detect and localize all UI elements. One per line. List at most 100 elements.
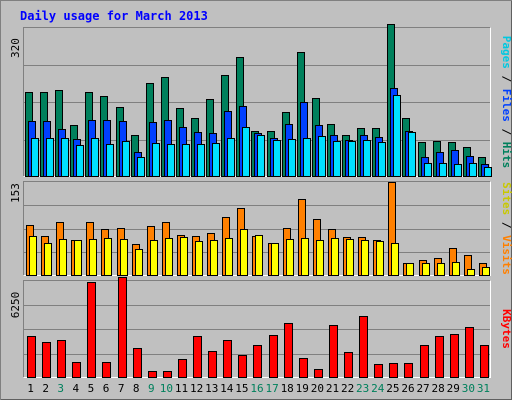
bar-pages-day-28 xyxy=(439,163,447,177)
bar-kbytes-day-18 xyxy=(284,323,293,378)
bar-kbytes-day-20 xyxy=(314,369,323,378)
x-tick-label-day-20: 20 xyxy=(311,382,324,395)
bar-kbytes-day-26 xyxy=(404,363,413,378)
bar-pages-day-29 xyxy=(454,164,462,177)
x-tick-label-day-27: 27 xyxy=(416,382,429,395)
bar-sites-day-11 xyxy=(180,237,188,276)
bar-kbytes-day-22 xyxy=(344,352,353,378)
plot-frame-shadow xyxy=(23,181,491,276)
bar-kbytes-day-17 xyxy=(269,335,278,378)
x-axis-day-labels: 1 2 3 4 5 6 7 8 9 10 11 12 13 14 15 16 17 18 19 20 21 22 23 24 2… xyxy=(27,382,490,395)
bar-pages-day-12 xyxy=(197,144,205,177)
bar-sites-day-4 xyxy=(74,240,82,276)
bar-pages-day-9 xyxy=(152,143,160,177)
x-tick-label-day-11: 11 xyxy=(175,382,188,395)
bar-sites-day-23 xyxy=(361,240,369,276)
bar-pages-day-4 xyxy=(76,145,84,177)
bar-pages-day-25 xyxy=(393,95,401,177)
bar-pages-day-22 xyxy=(348,141,356,177)
bar-kbytes-day-1 xyxy=(27,336,36,378)
bar-kbytes-day-8 xyxy=(133,348,142,378)
bar-sites-day-31 xyxy=(482,267,490,276)
series-label-sites: Sites xyxy=(500,182,512,215)
bar-sites-day-14 xyxy=(225,238,233,276)
x-tick-label-day-13: 13 xyxy=(205,382,218,395)
bar-kbytes-day-21 xyxy=(329,325,338,378)
bar-sites-day-3 xyxy=(59,239,67,276)
bar-sites-day-12 xyxy=(195,241,203,276)
bar-pages-day-18 xyxy=(288,139,296,177)
bar-sites-day-18 xyxy=(286,239,294,276)
bar-sites-day-17 xyxy=(271,243,279,276)
bar-pages-day-1 xyxy=(31,138,39,177)
y-axis-max-label: 6250 xyxy=(9,292,22,319)
bar-kbytes-day-19 xyxy=(299,358,308,378)
bar-pages-day-8 xyxy=(137,157,145,177)
series-label-separator: / xyxy=(500,122,512,142)
x-tick-label-day-15: 15 xyxy=(235,382,248,395)
x-tick-label-day-19: 19 xyxy=(296,382,309,395)
bar-kbytes-day-13 xyxy=(208,351,217,378)
bar-kbytes-day-9 xyxy=(148,371,157,378)
panel-kbytes: 6250 KBytes xyxy=(9,277,512,378)
series-label-separator: / xyxy=(500,69,512,89)
bar-sites-day-24 xyxy=(376,241,384,276)
x-tick-label-day-10: 10 xyxy=(160,382,173,395)
series-label-visits: Visits xyxy=(500,235,512,275)
bar-pages-day-23 xyxy=(363,140,371,177)
y-axis-max-label: 153 xyxy=(9,183,22,203)
x-tick-label-day-7: 7 xyxy=(118,382,125,395)
series-label-kbytes: KBytes xyxy=(500,309,512,349)
bar-sites-day-27 xyxy=(422,263,430,276)
bar-kbytes-day-29 xyxy=(450,334,459,378)
bar-pages-day-3 xyxy=(61,138,69,177)
plot-frame-shadow xyxy=(23,280,491,378)
x-tick-label-day-3: 3 xyxy=(57,382,64,395)
x-tick-label-day-21: 21 xyxy=(326,382,339,395)
panel-visits-sites: 153 Sites / Visits xyxy=(9,181,512,276)
bar-sites-day-2 xyxy=(44,243,52,276)
bar-pages-day-14 xyxy=(227,138,235,177)
x-tick-label-day-29: 29 xyxy=(447,382,460,395)
bar-pages-day-5 xyxy=(91,138,99,177)
bar-kbytes-day-16 xyxy=(253,345,262,378)
bar-kbytes-day-25 xyxy=(389,363,398,378)
bar-sites-day-25 xyxy=(391,243,399,276)
bar-sites-day-26 xyxy=(406,263,414,276)
bar-pages-day-19 xyxy=(303,138,311,177)
bar-kbytes-day-12 xyxy=(193,336,202,378)
series-axis-label: KBytes xyxy=(500,309,512,349)
bar-kbytes-day-31 xyxy=(480,345,489,378)
bar-pages-day-7 xyxy=(122,141,130,177)
bar-sites-day-30 xyxy=(467,269,475,276)
bar-pages-day-2 xyxy=(46,138,54,177)
plot-frame-shadow xyxy=(23,27,491,177)
bar-kbytes-day-2 xyxy=(42,342,51,378)
x-tick-label-day-28: 28 xyxy=(432,382,445,395)
bar-sites-day-1 xyxy=(29,236,37,276)
x-tick-label-day-22: 22 xyxy=(341,382,354,395)
x-tick-label-day-9: 9 xyxy=(148,382,155,395)
bar-sites-day-20 xyxy=(316,240,324,276)
bar-pages-day-24 xyxy=(378,142,386,177)
bar-sites-day-8 xyxy=(135,249,143,276)
bar-pages-day-6 xyxy=(106,144,114,177)
bar-sites-day-22 xyxy=(346,239,354,276)
series-label-hits: Hits xyxy=(500,142,512,169)
chart-title: Daily usage for March 2013 xyxy=(20,9,208,23)
series-label-files: Files xyxy=(500,89,512,122)
x-tick-label-day-6: 6 xyxy=(103,382,110,395)
bar-sites-day-10 xyxy=(165,238,173,276)
bar-sites-day-21 xyxy=(331,238,339,276)
x-tick-label-day-5: 5 xyxy=(88,382,95,395)
bar-kbytes-day-24 xyxy=(374,364,383,378)
bar-sites-day-5 xyxy=(89,239,97,276)
x-tick-label-day-4: 4 xyxy=(73,382,80,395)
x-tick-label-day-25: 25 xyxy=(386,382,399,395)
bar-sites-day-19 xyxy=(301,238,309,276)
bar-pages-day-16 xyxy=(257,135,265,177)
bar-pages-day-11 xyxy=(182,144,190,177)
bar-sites-day-16 xyxy=(255,235,263,276)
x-tick-label-day-8: 8 xyxy=(133,382,140,395)
